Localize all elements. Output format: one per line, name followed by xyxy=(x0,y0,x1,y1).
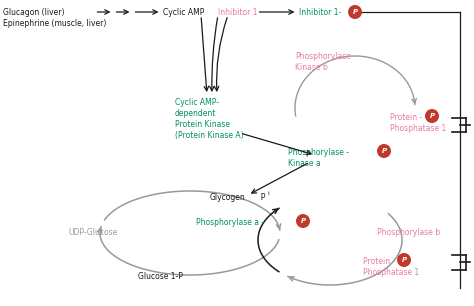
Circle shape xyxy=(348,5,362,19)
Text: UDP-Glucose: UDP-Glucose xyxy=(68,228,117,237)
Text: Phosphatase 1: Phosphatase 1 xyxy=(363,268,419,277)
Text: Phosphorylase: Phosphorylase xyxy=(295,52,351,61)
Text: Glucagon (liver): Glucagon (liver) xyxy=(3,8,64,17)
Circle shape xyxy=(377,144,391,158)
Text: Kinase b: Kinase b xyxy=(295,63,328,72)
Text: P: P xyxy=(401,257,407,263)
Circle shape xyxy=(425,109,439,123)
Text: Protein -: Protein - xyxy=(363,257,395,266)
Text: Phosphatase 1: Phosphatase 1 xyxy=(390,124,446,133)
Circle shape xyxy=(296,214,310,228)
Text: Inhibitor 1-: Inhibitor 1- xyxy=(299,8,341,17)
Text: P: P xyxy=(353,9,357,15)
Text: i: i xyxy=(267,191,269,196)
Text: P: P xyxy=(256,193,265,202)
Text: P: P xyxy=(429,113,435,119)
Text: Cyclic AMP-: Cyclic AMP- xyxy=(175,98,219,107)
Text: P: P xyxy=(382,148,387,154)
Text: Epinephrine (muscle, liver): Epinephrine (muscle, liver) xyxy=(3,19,106,28)
Text: Protein Kinase: Protein Kinase xyxy=(175,120,230,129)
Text: (Protein Kinase A): (Protein Kinase A) xyxy=(175,131,244,140)
Text: Cyclic AMP: Cyclic AMP xyxy=(163,8,204,17)
Text: Phosphorylase -: Phosphorylase - xyxy=(288,148,349,157)
Text: P: P xyxy=(301,218,306,224)
Text: Inhibitor 1: Inhibitor 1 xyxy=(218,8,257,17)
Text: Phosphorylase b: Phosphorylase b xyxy=(377,228,440,237)
Text: Phosphorylase a -: Phosphorylase a - xyxy=(196,218,264,227)
Text: Kinase a: Kinase a xyxy=(288,159,320,168)
Text: Protein -: Protein - xyxy=(390,113,422,122)
Text: Glycogen: Glycogen xyxy=(210,193,246,202)
Text: Glucose 1-P: Glucose 1-P xyxy=(138,272,183,281)
Circle shape xyxy=(397,253,411,267)
Text: dependent: dependent xyxy=(175,109,216,118)
